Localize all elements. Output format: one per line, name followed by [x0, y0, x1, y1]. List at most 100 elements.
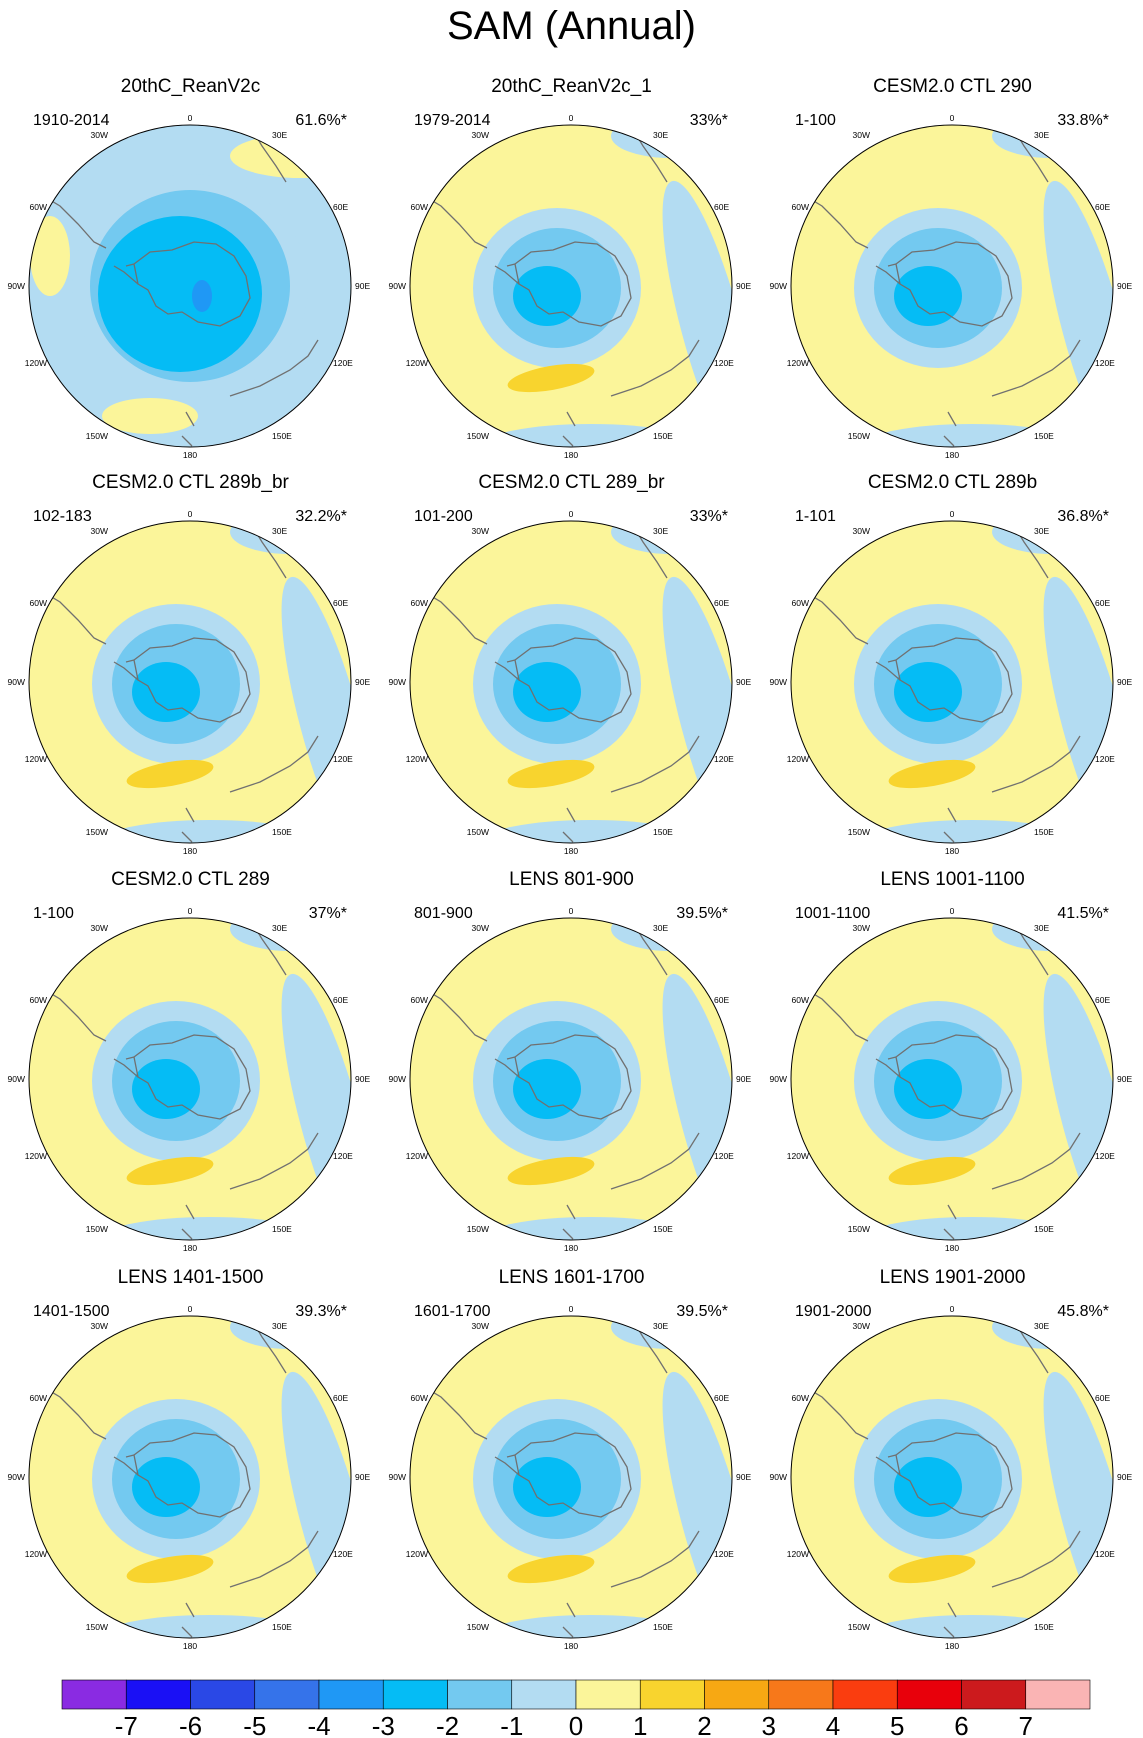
panel-period: 1001-1100 [795, 905, 871, 922]
antarctica-coast [895, 241, 1013, 327]
longitude-label: 60W [411, 995, 428, 1005]
panel-period: 1901-2000 [795, 1303, 872, 1320]
longitude-label: 60E [714, 995, 729, 1005]
longitude-label: 120W [406, 358, 428, 368]
south-america-coast [801, 589, 869, 645]
colorbar-label: -6 [179, 1711, 202, 1738]
australia-coast [229, 1530, 319, 1588]
polar-map: 0 180 30E 60E 90E 120E 150E 30W 60W 90W 120W 150W [770, 113, 1133, 460]
australia-coast [610, 1132, 700, 1190]
colorbar-label: -5 [243, 1711, 266, 1738]
longitude-label: 30W [91, 526, 108, 536]
longitude-label: 30E [1034, 130, 1049, 140]
polar-contour-3 [132, 1059, 200, 1119]
australia-coast [610, 735, 700, 793]
australia-coast [610, 339, 700, 397]
colorbar-swatch [125, 1679, 191, 1710]
longitude-label: 150E [653, 1224, 673, 1234]
longitude-label: 60E [333, 598, 348, 608]
longitude-label: 30E [653, 526, 668, 536]
polar-contour-3 [894, 1059, 962, 1119]
map-panel: LENS 801-900 801-900 39.5%* 0 180 30E 60E 90E 12… [381, 869, 762, 1266]
longitude-label: 90E [736, 1472, 751, 1482]
polar-contour-3 [98, 216, 262, 372]
longitude-label: 90W [8, 1472, 25, 1482]
australia-coast [991, 1530, 1081, 1588]
longitude-label: 150W [86, 827, 108, 837]
colorbar-swatch [511, 1679, 577, 1710]
peninsula-coast [494, 263, 520, 285]
positive-patch [230, 134, 351, 178]
longitude-label: 60E [1095, 995, 1110, 1005]
longitude-label: 90E [355, 677, 370, 687]
map-frame [409, 520, 733, 844]
longitude-label: 120E [714, 358, 734, 368]
map-frame [28, 1315, 352, 1639]
panel-title: 20thC_ReanV2c [120, 76, 261, 97]
panel-title: 20thC_ReanV2c_1 [491, 76, 652, 97]
positive-patch [30, 216, 70, 296]
south-america-coast [39, 193, 107, 249]
longitude-label: 0 [188, 906, 193, 916]
longitude-label: 90E [355, 1074, 370, 1084]
colorbar-swatch [318, 1679, 384, 1710]
longitude-label: 150E [272, 827, 292, 837]
australia-coast [991, 1132, 1081, 1190]
panel-title: LENS 1001-1100 [880, 869, 1025, 890]
positive-anomaly [126, 1156, 214, 1186]
antarctica-coast [895, 1034, 1013, 1120]
longitude-label: 120E [1095, 1151, 1115, 1161]
map-panel: CESM2.0 CTL 289_br 101-200 33%* 0 180 30E 60E 9… [381, 472, 762, 869]
panel-variance-explained: 61.6%* [295, 112, 347, 129]
longitude-label: 60W [30, 598, 47, 608]
longitude-label: 120W [787, 1151, 809, 1161]
longitude-label: 180 [183, 1243, 197, 1253]
longitude-label: 0 [950, 113, 955, 123]
south-america-coast [801, 1384, 869, 1440]
longitude-label: 120E [333, 1549, 353, 1559]
south-america-coast [420, 589, 488, 645]
panel-title: LENS 801-900 [509, 869, 634, 890]
negative-band [1043, 1371, 1113, 1638]
map-frame [790, 124, 1114, 448]
positive-anomaly [507, 1156, 595, 1186]
longitude-label: 30W [853, 923, 870, 933]
longitude-label: 90W [770, 1472, 787, 1482]
map-panel: LENS 1401-1500 1401-1500 39.3%* 0 180 30E 60E 9… [0, 1267, 381, 1664]
longitude-label: 30W [91, 130, 108, 140]
south-america-coast [801, 193, 869, 249]
new-zealand-coast [181, 1602, 195, 1638]
colorbar-label: 7 [1019, 1711, 1033, 1738]
panel-period: 1-101 [795, 508, 836, 525]
longitude-label: 90E [1117, 1074, 1132, 1084]
longitude-label: 150W [86, 431, 108, 441]
longitude-label: 120W [25, 754, 47, 764]
australia-coast [610, 1530, 700, 1588]
antarctica-coast [133, 637, 251, 723]
antarctica-coast [514, 1034, 632, 1120]
polar-map: 0 180 30E 60E 90E 120E 150E 30W 60W 90W 120W 150W [770, 906, 1133, 1253]
polar-contour-3 [894, 1457, 962, 1517]
new-zealand-coast [562, 411, 576, 447]
longitude-label: 30W [472, 130, 489, 140]
polar-contour-3 [513, 1059, 581, 1119]
longitude-label: 0 [188, 509, 193, 519]
longitude-label: 30W [472, 923, 489, 933]
longitude-label: 30E [1034, 1321, 1049, 1331]
colorbar-label: 1 [633, 1711, 647, 1738]
map-frame [790, 1315, 1114, 1639]
longitude-label: 120W [787, 1549, 809, 1559]
antarctica-coast [514, 637, 632, 723]
longitude-label: 0 [569, 1304, 574, 1314]
panel-period: 1601-1700 [414, 1303, 491, 1320]
longitude-label: 90W [389, 281, 406, 291]
longitude-label: 0 [569, 509, 574, 519]
polar-map: 0 180 30E 60E 90E 120E 150E 30W 60W 90W 120W 150W [389, 113, 752, 460]
longitude-label: 90W [770, 281, 787, 291]
longitude-label: 150E [272, 1224, 292, 1234]
longitude-label: 180 [945, 450, 959, 460]
south-america-coast [39, 1384, 107, 1440]
panel-variance-explained: 33%* [689, 508, 728, 525]
longitude-label: 90W [770, 1074, 787, 1084]
map-frame [28, 124, 352, 448]
